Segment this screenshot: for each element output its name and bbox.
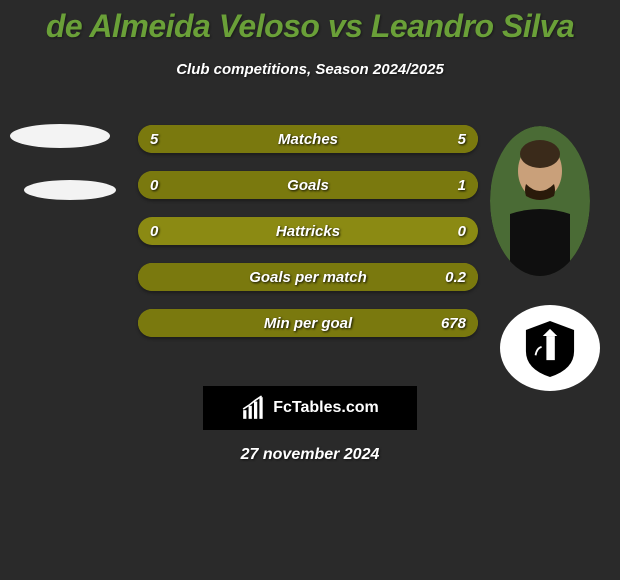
- stat-fill-right: [138, 309, 478, 337]
- stat-row: Matches55: [138, 125, 478, 153]
- stats-bars: Matches55 Goals01 Hattricks0 0 Goals per mat…: [138, 125, 478, 355]
- page-title: de Almeida Veloso vs Leandro Silva: [0, 0, 620, 45]
- club-badge-icon: [515, 318, 585, 378]
- page-subtitle: Club competitions, Season 2024/2025: [0, 61, 620, 78]
- stat-fill-left: [138, 171, 199, 199]
- comparison-infographic: de Almeida Veloso vs Leandro Silva Club …: [0, 0, 620, 580]
- footer-date: 27 november 2024: [0, 446, 620, 464]
- stat-row: Hattricks0 0: [138, 217, 478, 245]
- right-player-photo: [490, 126, 590, 276]
- chart-icon: [241, 395, 267, 421]
- stat-row: Min per goal678: [138, 309, 478, 337]
- brand-badge: FcTables.com: [203, 386, 417, 430]
- stat-row: Goals per match0.2: [138, 263, 478, 291]
- stat-fill-right: [199, 171, 478, 199]
- brand-text: FcTables.com: [273, 399, 379, 417]
- player-silhouette-icon: [490, 126, 590, 276]
- stat-fill-left: [138, 125, 308, 153]
- right-club-logo: [500, 305, 600, 391]
- stat-fill-right: [308, 125, 478, 153]
- left-player-photo-placeholder: [10, 124, 110, 148]
- stat-row: Goals01: [138, 171, 478, 199]
- stat-value-left: 0: [150, 217, 158, 245]
- stat-value-right: 0: [458, 217, 466, 245]
- left-club-logo-placeholder: [24, 180, 116, 200]
- stat-fill-right: [138, 263, 478, 291]
- stat-label: Hattricks: [138, 217, 478, 245]
